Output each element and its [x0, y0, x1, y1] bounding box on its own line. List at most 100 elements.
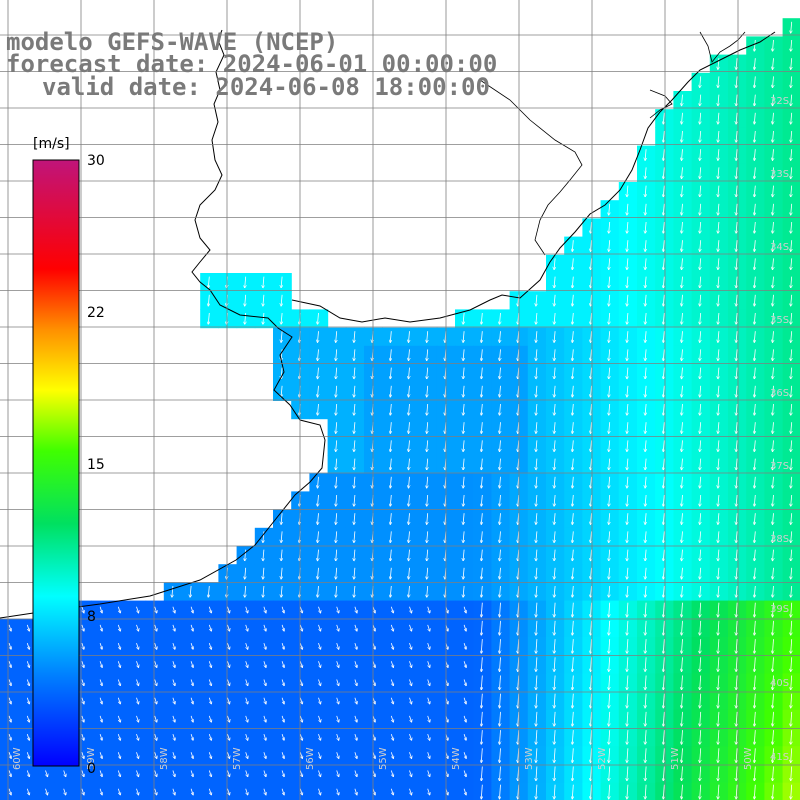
wind-arrow: [390, 440, 391, 451]
wind-cell: [273, 546, 292, 565]
wind-arrow: [736, 276, 737, 288]
wind-cell: [36, 782, 56, 800]
wind-arrow: [609, 312, 610, 324]
wind-arrow: [318, 476, 319, 488]
wind-arrow: [700, 531, 701, 542]
wind-arrow: [354, 458, 355, 470]
wind-cell: [673, 418, 693, 438]
wind-arrow: [754, 58, 755, 69]
wind-cell: [618, 564, 638, 583]
wind-arrow: [390, 422, 391, 433]
wind-arrow: [718, 112, 719, 124]
wind-arrow: [754, 385, 755, 397]
wind-cell: [564, 509, 583, 529]
wind-arrow: [773, 513, 774, 524]
wind-cell: [600, 655, 620, 674]
wind-cell: [637, 200, 656, 219]
wind-cell: [327, 436, 347, 456]
wind-cell: [764, 637, 784, 656]
lon-label-50w: 50W: [743, 747, 754, 770]
wind-cell: [345, 728, 365, 747]
wind-arrow: [481, 349, 482, 360]
wind-cell: [673, 127, 693, 147]
wind-cell: [600, 673, 620, 693]
wind-arrow: [354, 585, 355, 597]
wind-arrow: [754, 94, 755, 106]
wind-cell: [618, 491, 638, 511]
wind-arrow: [645, 385, 646, 397]
wind-cell: [764, 36, 784, 56]
wind-arrow: [536, 403, 537, 415]
wind-cell: [709, 400, 729, 420]
wind-arrow: [645, 367, 646, 379]
wind-cell: [182, 582, 201, 602]
wind-arrow: [645, 240, 646, 251]
wind-cell: [400, 782, 420, 800]
wind-cell: [473, 491, 492, 511]
wind-cell: [455, 728, 474, 747]
wind-cell: [109, 618, 128, 638]
wind-arrow: [500, 585, 501, 597]
wind-cell: [327, 582, 347, 602]
wind-cell: [637, 273, 656, 292]
wind-arrow: [682, 185, 683, 197]
wind-arrow: [500, 458, 501, 470]
wind-arrow: [773, 149, 774, 160]
wind-cell: [309, 546, 329, 565]
wind-cell: [182, 691, 201, 711]
wind-cell: [546, 473, 565, 492]
wind-arrow: [645, 221, 646, 233]
wind-cell: [327, 473, 347, 492]
wind-cell: [637, 436, 656, 456]
lat-label-38s: 38S: [770, 534, 789, 545]
wind-cell: [764, 309, 784, 329]
wind-arrow: [427, 549, 428, 561]
wind-cell: [728, 527, 747, 547]
wind-cell: [564, 655, 583, 674]
wind-cell: [618, 527, 638, 547]
wind-arrow: [572, 458, 573, 470]
wind-arrow: [554, 367, 555, 379]
wind-cell: [473, 564, 492, 583]
wind-cell: [145, 709, 165, 729]
colorbar-tick-15: 15: [87, 457, 105, 473]
wind-arrow: [518, 458, 519, 470]
wind-arrow: [627, 440, 628, 451]
wind-cell: [327, 673, 347, 693]
wind-arrow: [754, 185, 755, 197]
wind-arrow: [736, 367, 737, 379]
wind-arrow: [627, 203, 628, 215]
wind-cell: [382, 400, 401, 420]
wind-cell: [600, 582, 620, 602]
wind-cell: [564, 728, 583, 747]
wind-cell: [728, 582, 747, 602]
wind-cell: [546, 728, 565, 747]
wind-cell: [527, 582, 547, 602]
wind-arrow: [645, 422, 646, 433]
wind-cell: [709, 145, 729, 165]
wind-cell: [254, 527, 274, 547]
wind-cell: [637, 673, 656, 693]
wind-cell: [709, 473, 729, 492]
wind-arrow: [682, 203, 683, 215]
wind-cell: [764, 582, 784, 602]
wind-cell: [345, 709, 365, 729]
wind-cell: [473, 746, 492, 765]
wind-arrow: [736, 185, 737, 197]
wind-arrow: [609, 367, 610, 379]
wind-cell: [691, 345, 711, 365]
wind-arrow: [700, 240, 701, 251]
wind-cell: [564, 691, 583, 711]
wind-cell: [455, 600, 474, 620]
wind-arrow: [754, 76, 755, 87]
wind-cell: [236, 637, 256, 656]
wind-arrow: [700, 403, 701, 415]
wind-cell: [618, 673, 638, 693]
wind-cell: [691, 145, 711, 165]
wind-arrow: [609, 221, 610, 233]
wind-cell: [527, 782, 547, 800]
wind-arrow: [645, 331, 646, 342]
wind-cell: [673, 473, 693, 492]
wind-arrow: [409, 349, 410, 360]
